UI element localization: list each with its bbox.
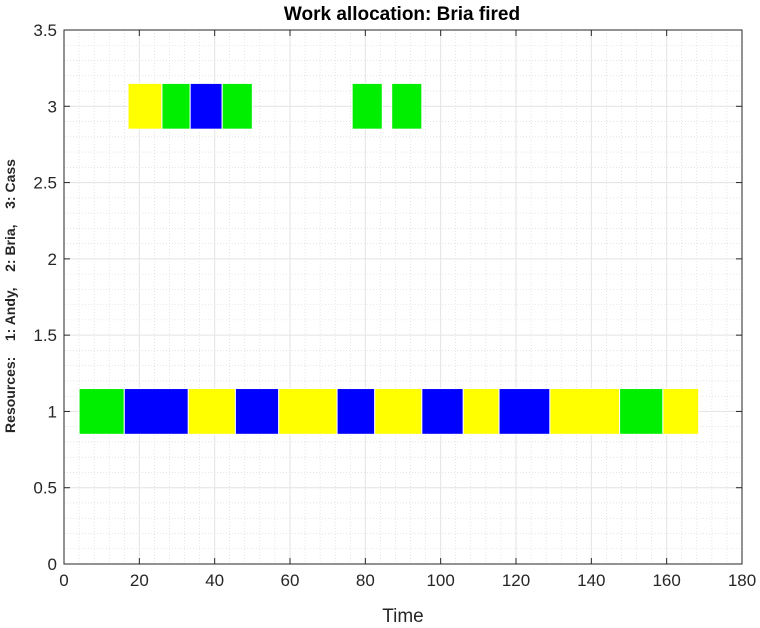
x-tick-label: 140 bbox=[577, 571, 605, 590]
task-bar-resource-1 bbox=[374, 388, 423, 435]
x-axis-ticks: 0 20 40 60 80 100 120 140 160 180 bbox=[59, 30, 756, 590]
task-bar-resource-1 bbox=[549, 388, 621, 435]
task-bar-resource-3 bbox=[127, 82, 163, 130]
task-bar-resource-1 bbox=[462, 388, 500, 435]
y-tick-label: 2 bbox=[48, 250, 57, 269]
x-tick-label: 20 bbox=[130, 571, 149, 590]
task-bar-resource-1 bbox=[336, 388, 376, 435]
y-tick-label: 0.5 bbox=[33, 479, 57, 498]
x-tick-label: 180 bbox=[728, 571, 756, 590]
x-tick-label: 100 bbox=[426, 571, 454, 590]
x-tick-label: 60 bbox=[281, 571, 300, 590]
y-axis-ticks: 0 0.5 1 1.5 2 2.5 3 3.5 bbox=[33, 21, 742, 574]
task-bar-resource-1 bbox=[662, 388, 700, 435]
y-tick-label: 2.5 bbox=[33, 174, 57, 193]
task-bar-resource-1 bbox=[234, 388, 280, 435]
y-tick-label: 0 bbox=[48, 555, 57, 574]
task-bar-resource-1 bbox=[187, 388, 236, 435]
task-bar-resource-3 bbox=[391, 82, 423, 130]
task-bar-resource-1 bbox=[78, 388, 125, 435]
task-bar-resource-3 bbox=[221, 82, 253, 130]
task-bar-resource-1 bbox=[498, 388, 551, 435]
task-bar-resource-1 bbox=[619, 388, 664, 435]
plot-area-border bbox=[63, 29, 743, 565]
x-tick-label: 80 bbox=[356, 571, 375, 590]
task-bar-resource-1 bbox=[123, 388, 189, 435]
y-axis-label: Resources: 1: Andy, 2: Bria, 3: Cass bbox=[2, 159, 18, 433]
y-tick-label: 1.5 bbox=[33, 326, 57, 345]
x-tick-label: 120 bbox=[502, 571, 530, 590]
task-bar-resource-3 bbox=[161, 82, 191, 130]
task-bar-resource-1 bbox=[421, 388, 464, 435]
y-tick-label: 3 bbox=[48, 97, 57, 116]
x-tick-label: 0 bbox=[59, 571, 68, 590]
x-tick-label: 40 bbox=[205, 571, 224, 590]
task-bar-resource-3 bbox=[189, 82, 223, 130]
chart-title: Work allocation: Bria fired bbox=[284, 4, 520, 25]
y-tick-label: 3.5 bbox=[33, 21, 57, 40]
y-tick-label: 1 bbox=[48, 402, 57, 421]
task-bar-resource-3 bbox=[351, 82, 383, 130]
task-bar-resource-1 bbox=[278, 388, 338, 435]
task-bars bbox=[78, 82, 700, 435]
x-tick-label: 160 bbox=[652, 571, 680, 590]
x-axis-label: Time bbox=[382, 606, 424, 627]
